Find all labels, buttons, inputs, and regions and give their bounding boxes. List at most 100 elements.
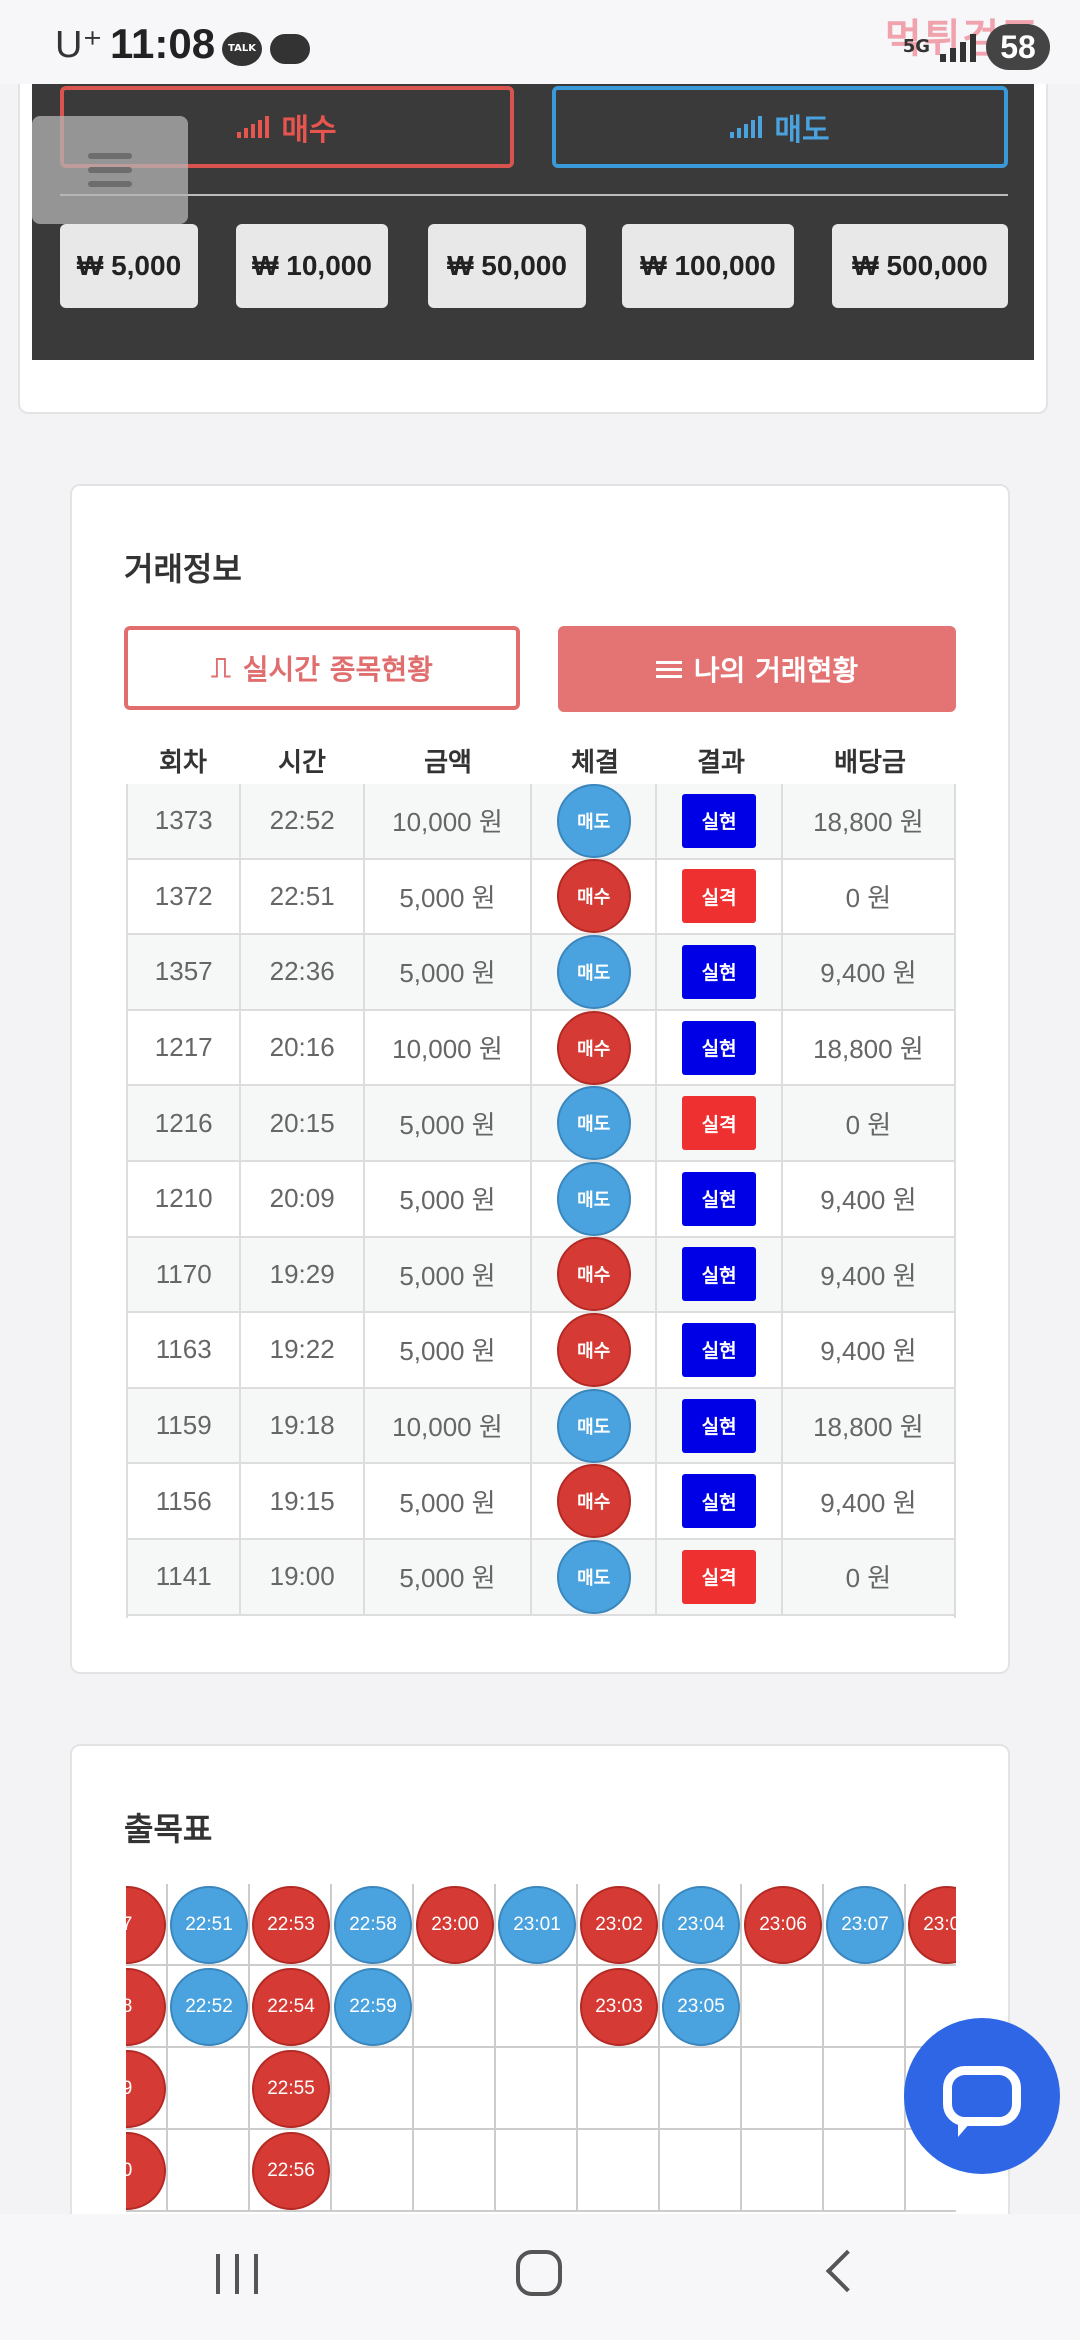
payout-cell: 9,400 원 — [820, 958, 917, 989]
grid-cell — [824, 2130, 906, 2212]
grid-cell — [496, 1884, 578, 1966]
grid-cell — [742, 2048, 824, 2130]
amount-cell: 5,000 원 — [365, 1464, 533, 1538]
grid-cell — [660, 2130, 742, 2212]
side-cell: 매도 — [532, 1388, 658, 1463]
history-title: 출목표 — [124, 1810, 213, 1848]
navigation-bar — [0, 2214, 1080, 2340]
result-badge: 실격 — [682, 1549, 757, 1604]
round-cell: 1156 — [128, 1464, 242, 1538]
amount-button-100000[interactable]: ₩ 100,000 — [622, 224, 794, 308]
payout-cell: 0 원 — [845, 1563, 892, 1594]
grid-cell — [414, 1884, 496, 1966]
column-header: 회차 — [159, 747, 207, 778]
result-badge: 실현 — [682, 1247, 757, 1302]
result-badge: 실현 — [682, 944, 757, 999]
grid-cell — [660, 2048, 742, 2130]
divider — [60, 194, 1008, 196]
result-badge: 실현 — [682, 793, 757, 848]
grid-cell — [906, 1884, 956, 1966]
history-ball: 23:03 — [580, 1968, 658, 2046]
grid-cell — [168, 1966, 250, 2048]
chat-button[interactable] — [904, 2018, 1060, 2174]
buy-label: 매수 — [281, 113, 337, 148]
tab-my-trades[interactable]: 나의 거래현황 — [558, 626, 956, 712]
side-badge: 매수 — [556, 1464, 631, 1539]
grid-cell — [126, 1884, 168, 1966]
table-row: 1373 22:52 10,000 원 매도 실현 18,800 원 — [128, 784, 954, 860]
side-badge: 매수 — [556, 1237, 631, 1312]
time-cell: 19:22 — [241, 1313, 365, 1387]
payout-cell: 18,800 원 — [813, 1412, 924, 1443]
history-ball: 23:00 — [416, 1886, 494, 1964]
round-cell: 1163 — [128, 1313, 242, 1387]
column-header: 결과 — [697, 747, 745, 778]
payout-cell: 9,400 원 — [820, 1260, 917, 1291]
amount-cell: 5,000 원 — [365, 859, 533, 934]
grid-cell — [660, 1884, 742, 1966]
side-cell: 매도 — [532, 1161, 658, 1236]
grid-cell — [126, 2048, 168, 2130]
side-cell: 매도 — [532, 934, 658, 1009]
carrier-label: U⁺ — [55, 24, 103, 66]
amount-cell: 5,000 원 — [365, 1237, 533, 1312]
side-badge: 매도 — [556, 1388, 631, 1463]
trade-table[interactable]: 1373 22:52 10,000 원 매도 실현 18,800 원 1372 22:51 5,… — [126, 784, 956, 1618]
grid-cell — [414, 2130, 496, 2212]
side-cell: 매도 — [532, 1086, 658, 1161]
payout-cell: 9,400 원 — [820, 1336, 917, 1367]
side-badge: 매수 — [556, 859, 631, 934]
signal-icon — [940, 32, 976, 62]
pulse-icon: ⎍ — [211, 651, 231, 684]
tab-mine-label: 나의 거래현황 — [693, 654, 859, 687]
table-row: 1141 19:00 5,000 원 매도 실격 0 원 — [128, 1539, 954, 1616]
result-cell: 실격 — [657, 1086, 783, 1160]
amount-button-50000[interactable]: ₩ 50,000 — [428, 224, 586, 308]
hamburger-menu-icon[interactable] — [32, 116, 188, 224]
grid-cell — [496, 1966, 578, 2048]
amount-button-500000[interactable]: ₩ 500,000 — [832, 224, 1008, 308]
grid-cell — [332, 2048, 414, 2130]
time-cell: 20:16 — [241, 1010, 365, 1085]
amount-cell: 10,000 원 — [365, 1010, 533, 1085]
back-icon[interactable] — [825, 2249, 869, 2293]
sell-button[interactable]: 매도 — [552, 86, 1008, 168]
clock: 11:08 — [110, 20, 216, 67]
grid-cell — [496, 2048, 578, 2130]
table-row: 1216 20:15 5,000 원 매도 실격 0 원 — [128, 1086, 954, 1162]
home-icon[interactable] — [516, 2250, 562, 2296]
grid-cell — [578, 2130, 660, 2212]
history-grid[interactable]: 7 8 9 0 22:51 22:52 22:53 22:54 22:55 22:56 22:58 2… — [126, 1884, 956, 2212]
trade-info-title: 거래정보 — [124, 550, 242, 588]
chat-bubble-icon — [943, 2066, 1021, 2137]
round-cell: 1210 — [128, 1161, 242, 1236]
amount-cell: 5,000 원 — [365, 1086, 533, 1160]
grid-cell — [578, 2048, 660, 2130]
grid-cell — [824, 1884, 906, 1966]
grid-cell — [126, 1966, 168, 2048]
amount-button-10000[interactable]: ₩ 10,000 — [236, 224, 388, 308]
grid-cell — [250, 1884, 332, 1966]
grid-cell — [578, 1966, 660, 2048]
history-ball: 22:52 — [170, 1968, 248, 2046]
grid-cell — [168, 2048, 250, 2130]
result-badge: 실현 — [682, 1171, 757, 1226]
sell-label: 매도 — [774, 113, 830, 148]
table-header: 회차 시간 금액 체결 결과 배당금 — [126, 736, 956, 784]
time-cell: 20:15 — [241, 1086, 365, 1160]
grid-cell — [660, 1966, 742, 2048]
amount-button-5000[interactable]: ₩ 5,000 — [60, 224, 198, 308]
result-cell: 실격 — [657, 1539, 783, 1614]
grid-cell — [168, 1884, 250, 1966]
time-cell: 19:18 — [241, 1388, 365, 1463]
side-cell: 매수 — [532, 1010, 658, 1085]
column-header: 체결 — [571, 747, 619, 778]
column-header: 배당금 — [834, 747, 906, 778]
payout-cell: 18,800 원 — [813, 1034, 924, 1065]
grid-cell — [126, 2130, 168, 2212]
recent-apps-icon[interactable] — [216, 2254, 258, 2294]
round-cell: 1372 — [128, 859, 242, 934]
signal-bars-icon — [730, 116, 763, 138]
tab-live-status[interactable]: ⎍ 실시간 종목현황 — [124, 626, 520, 710]
grid-cell — [742, 1966, 824, 2048]
